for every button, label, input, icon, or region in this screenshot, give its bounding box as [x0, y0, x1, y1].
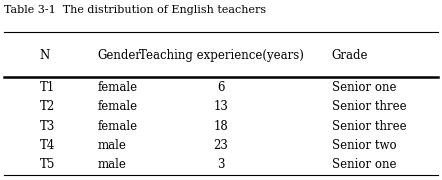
Text: female: female: [97, 120, 137, 132]
Text: 3: 3: [217, 158, 225, 171]
Text: Table 3-1  The distribution of English teachers: Table 3-1 The distribution of English te…: [4, 5, 267, 15]
Text: Grade: Grade: [332, 49, 368, 62]
Text: N: N: [40, 49, 50, 62]
Text: Senior three: Senior three: [332, 100, 406, 113]
Text: Senior two: Senior two: [332, 139, 396, 152]
Text: 13: 13: [213, 100, 229, 113]
Text: 6: 6: [217, 81, 225, 94]
Text: T4: T4: [40, 139, 55, 152]
Text: male: male: [97, 158, 126, 171]
Text: Senior three: Senior three: [332, 120, 406, 132]
Text: male: male: [97, 139, 126, 152]
Text: 18: 18: [213, 120, 229, 132]
Text: Senior one: Senior one: [332, 158, 396, 171]
Text: female: female: [97, 100, 137, 113]
Text: T5: T5: [40, 158, 55, 171]
Text: T2: T2: [40, 100, 55, 113]
Text: Teaching experience(years): Teaching experience(years): [138, 49, 304, 62]
Text: T1: T1: [40, 81, 55, 94]
Text: 23: 23: [213, 139, 229, 152]
Text: Senior one: Senior one: [332, 81, 396, 94]
Text: T3: T3: [40, 120, 55, 132]
Text: female: female: [97, 81, 137, 94]
Text: Gender: Gender: [97, 49, 141, 62]
